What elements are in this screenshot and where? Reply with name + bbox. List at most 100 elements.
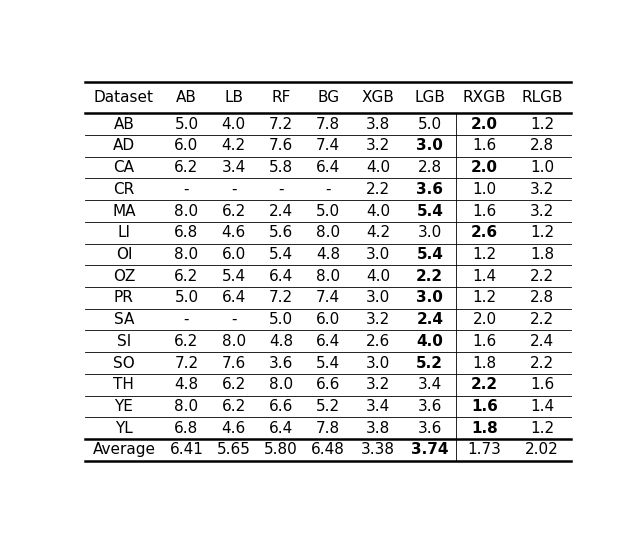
Text: RLGB: RLGB [522,90,563,105]
Text: AB: AB [176,90,197,105]
Text: LI: LI [117,225,131,240]
Text: SO: SO [113,355,135,371]
Text: 5.4: 5.4 [417,247,444,262]
Text: 5.4: 5.4 [417,204,444,218]
Text: -: - [326,182,331,197]
Text: 1.6: 1.6 [471,399,498,414]
Text: 3.4: 3.4 [365,399,390,414]
Text: 2.4: 2.4 [416,312,444,327]
Text: 5.8: 5.8 [269,160,293,175]
Text: TH: TH [113,377,134,392]
Text: 6.6: 6.6 [316,377,340,392]
Text: 6.0: 6.0 [316,312,340,327]
Text: 2.8: 2.8 [530,290,554,305]
Text: 7.4: 7.4 [316,139,340,153]
Text: 3.4: 3.4 [221,160,246,175]
Text: 4.6: 4.6 [221,225,246,240]
Text: 1.73: 1.73 [468,442,502,458]
Text: 3.8: 3.8 [365,117,390,132]
Text: 6.0: 6.0 [174,139,198,153]
Text: 2.2: 2.2 [366,182,390,197]
Text: 4.6: 4.6 [221,420,246,436]
Text: OI: OI [116,247,132,262]
Text: BG: BG [317,90,339,105]
Text: 6.2: 6.2 [174,334,198,349]
Text: 7.2: 7.2 [269,290,293,305]
Text: 8.0: 8.0 [316,225,340,240]
Text: 8.0: 8.0 [174,247,198,262]
Text: 3.6: 3.6 [416,182,444,197]
Text: 3.4: 3.4 [418,377,442,392]
Text: 3.0: 3.0 [417,290,444,305]
Text: 7.4: 7.4 [316,290,340,305]
Text: -: - [184,182,189,197]
Text: 1.6: 1.6 [472,139,497,153]
Text: 2.2: 2.2 [416,269,444,284]
Text: 6.2: 6.2 [221,377,246,392]
Text: 2.8: 2.8 [418,160,442,175]
Text: 5.2: 5.2 [416,355,444,371]
Text: 3.0: 3.0 [365,290,390,305]
Text: 5.4: 5.4 [269,247,293,262]
Text: 6.2: 6.2 [221,204,246,218]
Text: 4.8: 4.8 [174,377,198,392]
Text: 7.2: 7.2 [269,117,293,132]
Text: 5.0: 5.0 [174,117,198,132]
Text: 8.0: 8.0 [174,204,198,218]
Text: 1.6: 1.6 [530,377,554,392]
Text: 5.2: 5.2 [316,399,340,414]
Text: CR: CR [113,182,134,197]
Text: 5.0: 5.0 [269,312,293,327]
Text: 4.0: 4.0 [366,204,390,218]
Text: RF: RF [271,90,291,105]
Text: 3.6: 3.6 [417,420,442,436]
Text: 1.0: 1.0 [472,182,497,197]
Text: Dataset: Dataset [94,90,154,105]
Text: 6.8: 6.8 [174,420,198,436]
Text: 7.6: 7.6 [269,139,293,153]
Text: 7.2: 7.2 [174,355,198,371]
Text: 5.4: 5.4 [316,355,340,371]
Text: 4.0: 4.0 [366,269,390,284]
Text: 4.0: 4.0 [366,160,390,175]
Text: 3.6: 3.6 [417,399,442,414]
Text: 4.2: 4.2 [221,139,246,153]
Text: -: - [231,312,236,327]
Text: 1.2: 1.2 [472,247,497,262]
Text: 1.6: 1.6 [472,204,497,218]
Text: 3.2: 3.2 [365,312,390,327]
Text: 2.8: 2.8 [530,139,554,153]
Text: 2.2: 2.2 [530,355,554,371]
Text: PR: PR [114,290,134,305]
Text: YL: YL [115,420,132,436]
Text: 1.8: 1.8 [530,247,554,262]
Text: 4.0: 4.0 [417,334,444,349]
Text: 1.2: 1.2 [472,290,497,305]
Text: Average: Average [92,442,156,458]
Text: 4.8: 4.8 [316,247,340,262]
Text: 3.2: 3.2 [530,182,554,197]
Text: -: - [278,182,284,197]
Text: 5.0: 5.0 [418,117,442,132]
Text: 2.2: 2.2 [530,312,554,327]
Text: 1.8: 1.8 [471,420,498,436]
Text: 1.4: 1.4 [530,399,554,414]
Text: 3.0: 3.0 [365,355,390,371]
Text: 3.38: 3.38 [361,442,395,458]
Text: 3.6: 3.6 [269,355,293,371]
Text: 2.0: 2.0 [472,312,497,327]
Text: 6.6: 6.6 [269,399,293,414]
Text: 3.2: 3.2 [365,139,390,153]
Text: 2.2: 2.2 [530,269,554,284]
Text: 8.0: 8.0 [269,377,293,392]
Text: 1.2: 1.2 [530,225,554,240]
Text: 6.2: 6.2 [221,399,246,414]
Text: LB: LB [224,90,243,105]
Text: 6.48: 6.48 [311,442,345,458]
Text: 4.2: 4.2 [366,225,390,240]
Text: 1.4: 1.4 [472,269,497,284]
Text: 3.2: 3.2 [530,204,554,218]
Text: 6.4: 6.4 [269,269,293,284]
Text: 3.0: 3.0 [365,247,390,262]
Text: XGB: XGB [362,90,394,105]
